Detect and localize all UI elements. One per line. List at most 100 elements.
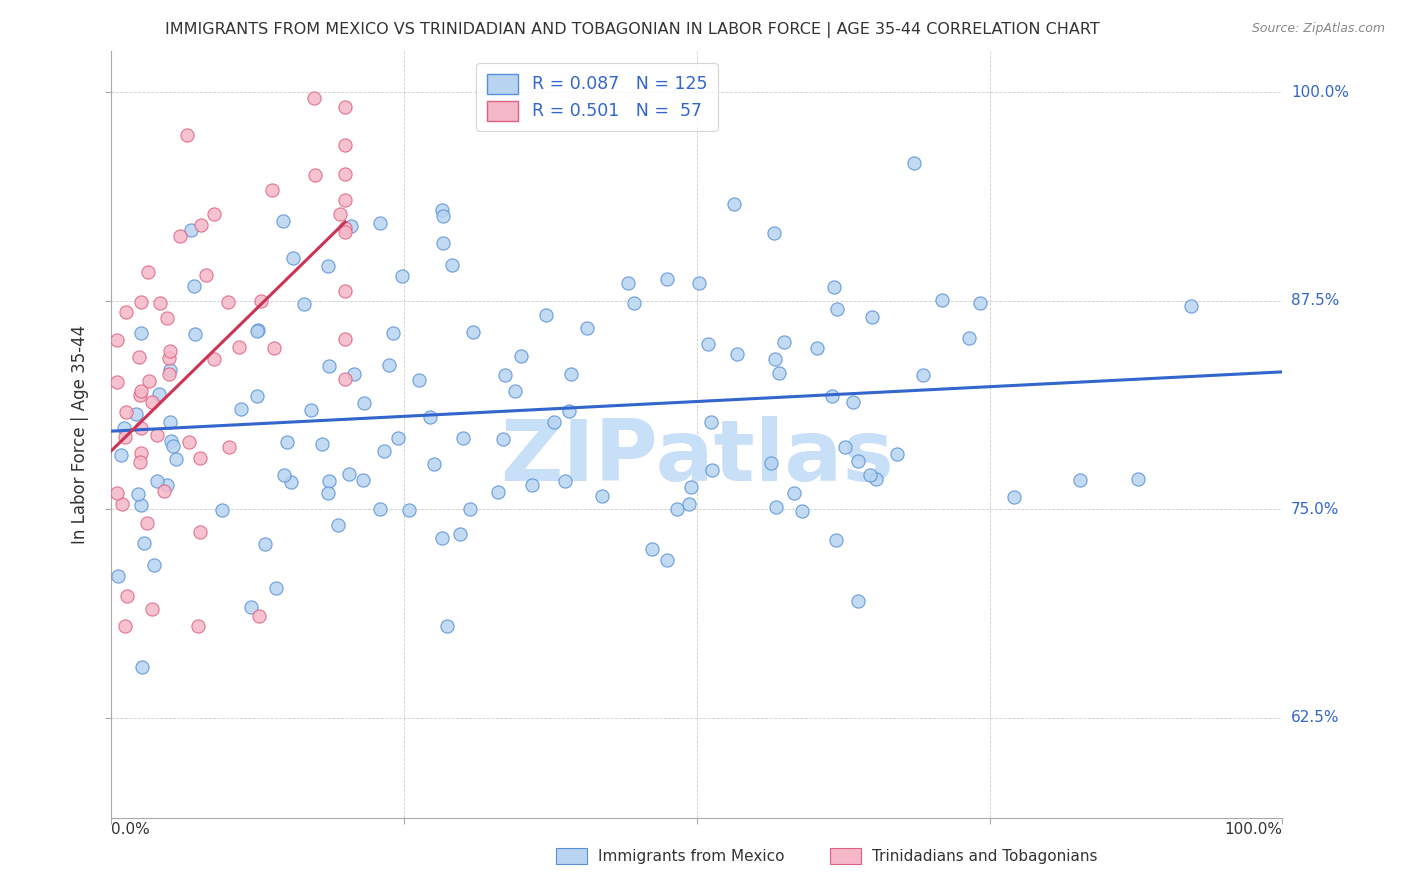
Point [329,207,352,221]
Point [679,480,702,494]
Point [316,259,339,273]
Point [190,218,212,232]
Point [136,265,159,279]
Point [128,455,150,469]
Point [391,269,413,284]
Point [543,415,565,429]
Point [183,326,205,341]
Point [138,374,160,388]
Point [387,431,409,445]
Text: 62.5%: 62.5% [1291,710,1340,725]
Point [765,500,787,515]
Text: 100.0%: 100.0% [1291,85,1348,100]
Point [492,432,515,446]
Point [159,363,181,377]
Point [931,293,953,307]
Point [860,310,883,324]
Point [806,341,828,355]
Point [486,485,509,500]
Point [333,167,356,181]
Point [859,468,882,483]
Point [304,168,326,182]
Point [250,293,273,308]
Point [177,435,200,450]
Point [560,367,582,381]
Point [353,396,375,410]
Point [159,343,181,358]
Point [969,296,991,310]
Point [318,474,340,488]
Point [1002,490,1025,504]
Point [304,91,326,105]
Point [281,251,304,265]
Point [333,332,356,346]
Point [522,478,544,492]
Point [432,531,454,545]
Point [436,618,458,632]
Point [202,207,225,221]
Point [557,404,579,418]
Point [333,138,356,153]
Point [129,326,152,340]
Point [423,457,446,471]
Point [188,524,211,539]
Point [228,339,250,353]
Point [841,394,863,409]
Point [141,601,163,615]
Point [337,467,360,482]
Point [253,537,276,551]
Point [128,388,150,402]
Point [169,229,191,244]
Text: 100.0%: 100.0% [1225,822,1282,838]
Point [231,402,253,417]
Point [105,375,128,389]
Point [554,474,576,488]
Text: 87.5%: 87.5% [1291,293,1339,309]
Point [378,359,401,373]
Point [759,456,782,470]
Point [458,502,481,516]
Point [333,372,356,386]
Point [105,485,128,500]
Point [129,294,152,309]
Point [148,387,170,401]
Point [176,128,198,142]
Point [432,235,454,250]
Point [824,533,846,547]
Point [834,440,856,454]
Point [131,659,153,673]
Point [114,421,136,435]
Point [1180,299,1202,313]
Point [381,326,404,341]
Point [449,527,471,541]
Point [398,503,420,517]
Point [141,395,163,409]
Point [114,619,136,633]
Point [142,558,165,572]
Point [149,296,172,310]
Point [128,487,150,501]
Point [115,305,138,319]
Point [494,368,516,383]
Point [135,516,157,531]
Point [188,450,211,465]
Point [665,502,688,516]
Point [768,366,790,380]
Point [700,415,723,429]
Point [903,156,925,170]
Point [299,403,322,417]
Point [246,324,269,338]
Point [373,443,395,458]
Point [453,430,475,444]
Point [114,430,136,444]
Point [333,284,356,298]
Point [217,295,239,310]
Point [262,183,284,197]
Point [316,485,339,500]
Point [957,331,980,345]
Point [294,296,316,310]
Point [165,451,187,466]
Point [616,277,638,291]
Point [273,467,295,482]
Point [886,447,908,461]
